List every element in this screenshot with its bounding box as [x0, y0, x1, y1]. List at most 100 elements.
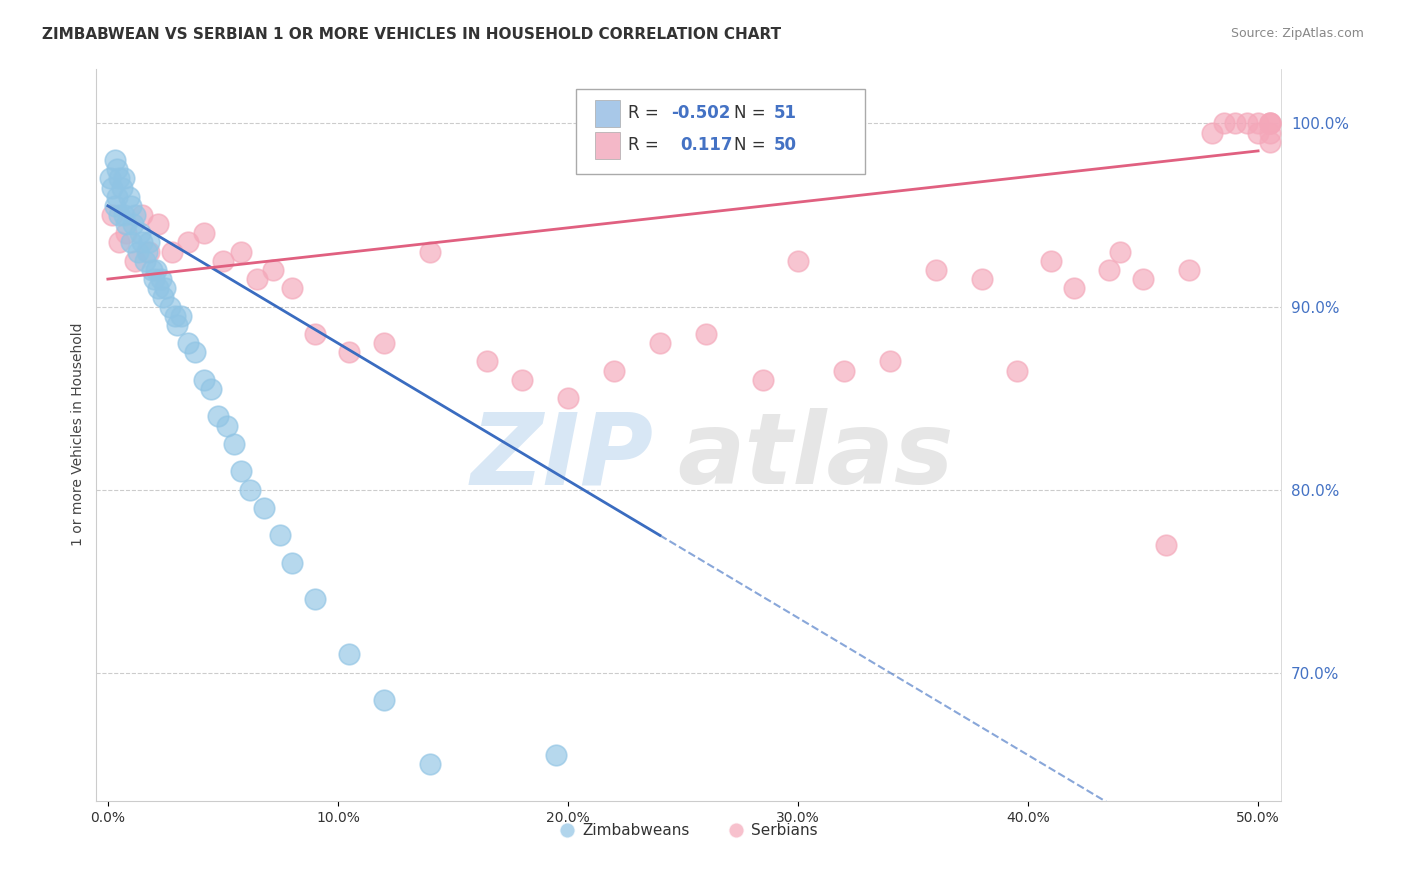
Legend: Zimbabweans, Serbians: Zimbabweans, Serbians [554, 817, 824, 845]
Point [193, 227, 215, 241]
Point [1040, 253, 1063, 268]
Point [970, 272, 993, 286]
Point [304, 592, 326, 607]
Point [166, 318, 188, 332]
Point [184, 345, 207, 359]
Point [419, 244, 441, 259]
Point [159, 300, 181, 314]
Point [1212, 116, 1234, 130]
Y-axis label: 1 or more Vehicles in Household: 1 or more Vehicles in Household [72, 323, 86, 547]
Point [373, 336, 395, 351]
Point [104, 153, 127, 167]
Point [177, 235, 200, 250]
Point [269, 528, 291, 542]
Point [112, 171, 135, 186]
Point [162, 244, 184, 259]
Text: N =: N = [734, 104, 770, 122]
Point [108, 208, 131, 222]
Point [1258, 135, 1281, 149]
Point [148, 281, 170, 295]
Point [138, 244, 160, 259]
Text: R =: R = [628, 136, 665, 154]
Point [304, 326, 326, 341]
Point [136, 244, 159, 259]
Point [177, 336, 200, 351]
Point [263, 263, 285, 277]
Point [163, 309, 186, 323]
Point [115, 227, 138, 241]
Point [193, 373, 215, 387]
Point [200, 382, 222, 396]
Point [207, 409, 229, 424]
Point [231, 244, 253, 259]
Point [1178, 263, 1201, 277]
Point [648, 336, 671, 351]
Point [246, 272, 269, 286]
Point [477, 354, 499, 368]
Point [111, 180, 134, 194]
Point [217, 418, 239, 433]
Point [546, 748, 568, 763]
Point [101, 208, 124, 222]
Point [1258, 116, 1281, 130]
Point [131, 235, 153, 250]
Point [1258, 116, 1281, 130]
Point [131, 208, 153, 222]
Point [339, 345, 361, 359]
Point [1236, 116, 1258, 130]
Point [695, 326, 717, 341]
Point [1247, 126, 1270, 140]
Point [1132, 272, 1154, 286]
Point [224, 437, 246, 451]
Point [832, 363, 855, 377]
Text: N =: N = [734, 136, 770, 154]
Point [138, 235, 160, 250]
Point [231, 464, 253, 478]
Point [1063, 281, 1085, 295]
Point [339, 648, 361, 662]
Point [105, 189, 128, 203]
Point [1258, 126, 1281, 140]
Point [281, 281, 304, 295]
Point [510, 373, 533, 387]
Text: 0.117: 0.117 [681, 136, 733, 154]
Point [155, 281, 177, 295]
Point [124, 208, 146, 222]
Point [101, 180, 124, 194]
Point [122, 217, 145, 231]
Point [603, 363, 626, 377]
Point [105, 162, 128, 177]
Text: 50: 50 [773, 136, 796, 154]
Point [1005, 363, 1028, 377]
Point [145, 263, 167, 277]
Text: R =: R = [628, 104, 665, 122]
Point [149, 272, 172, 286]
Text: ZIP: ZIP [470, 409, 654, 505]
Point [142, 272, 165, 286]
Point [117, 189, 139, 203]
Point [1109, 244, 1132, 259]
Point [1154, 537, 1177, 551]
Point [1258, 116, 1281, 130]
Point [98, 171, 121, 186]
Point [281, 556, 304, 570]
Point [1097, 263, 1119, 277]
Point [120, 199, 142, 213]
Point [419, 757, 441, 772]
Point [152, 290, 174, 304]
Point [127, 244, 149, 259]
Point [129, 227, 152, 241]
Point [1247, 116, 1270, 130]
Point [104, 199, 127, 213]
Point [373, 693, 395, 707]
Text: atlas: atlas [676, 409, 953, 505]
Point [239, 483, 262, 497]
Text: ZIMBABWEAN VS SERBIAN 1 OR MORE VEHICLES IN HOUSEHOLD CORRELATION CHART: ZIMBABWEAN VS SERBIAN 1 OR MORE VEHICLES… [42, 27, 782, 42]
Point [925, 263, 948, 277]
Point [134, 253, 156, 268]
Point [752, 373, 775, 387]
Point [108, 235, 131, 250]
Point [557, 391, 579, 405]
Text: Source: ZipAtlas.com: Source: ZipAtlas.com [1230, 27, 1364, 40]
Point [115, 217, 138, 231]
